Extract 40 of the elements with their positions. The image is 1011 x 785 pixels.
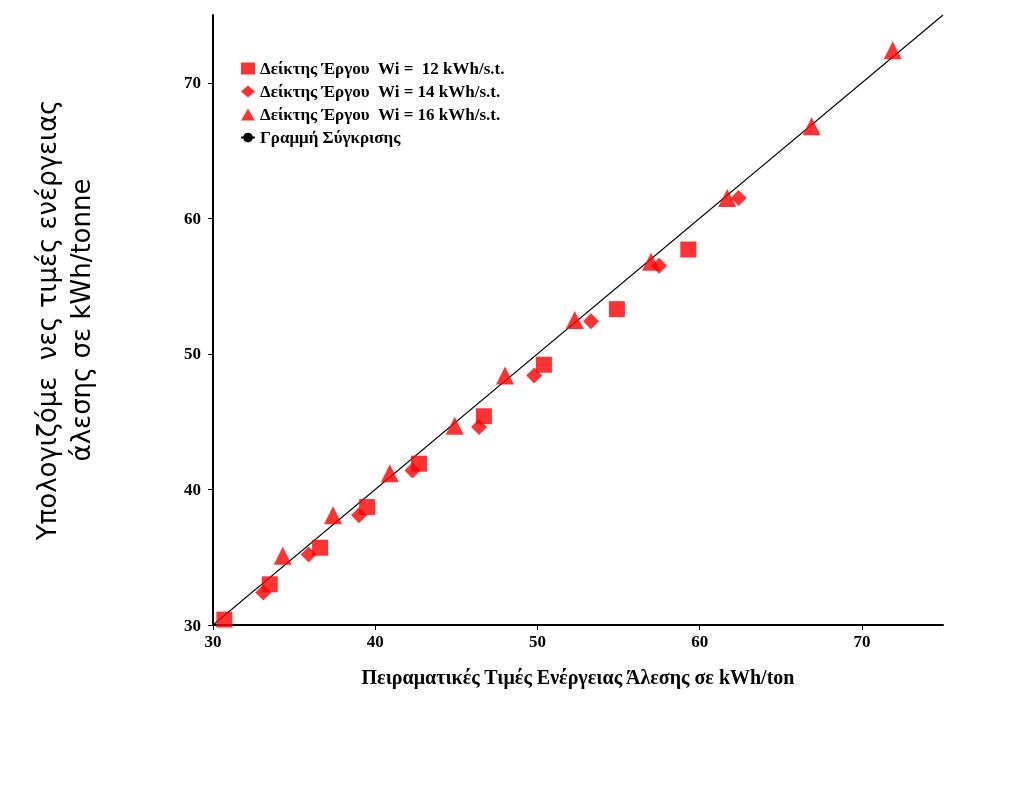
point xyxy=(216,611,233,628)
y-tick-label: 40 xyxy=(184,479,201,499)
point xyxy=(300,546,317,563)
legend-label: Δείκτης Έργου Wi = 14 kWh/s.t. xyxy=(260,82,501,101)
point xyxy=(730,190,747,206)
point xyxy=(680,241,697,258)
point xyxy=(642,252,660,271)
point xyxy=(802,117,821,136)
point xyxy=(404,462,421,479)
y-tick-label: 50 xyxy=(184,344,201,364)
point xyxy=(565,311,584,329)
point xyxy=(312,539,329,556)
x-tick-label: 30 xyxy=(204,632,222,651)
point xyxy=(883,41,902,60)
point xyxy=(445,416,464,435)
point xyxy=(380,464,399,483)
point xyxy=(526,367,543,384)
x-tick-label: 60 xyxy=(691,632,709,651)
y-tick-label: 30 xyxy=(184,615,201,635)
x-axis-title: Πειραματικές Τιμές Ενέργειας Άλεσης σε kWh/ton xyxy=(361,666,795,689)
x-tick-label: 40 xyxy=(366,632,384,651)
x-tick-label: 70 xyxy=(853,632,871,651)
point xyxy=(324,506,343,525)
point xyxy=(608,301,625,318)
y-axis-title: Υπολογιζόμε νες τιμές ενέργειας άλεσης σε kWh/tonne xyxy=(32,99,96,542)
point xyxy=(496,366,514,385)
point xyxy=(475,408,492,425)
point xyxy=(351,507,367,524)
point xyxy=(535,356,552,373)
point xyxy=(471,419,488,436)
legend-label: Γραμμή Σύγκρισης xyxy=(260,128,402,147)
point xyxy=(255,584,272,601)
point xyxy=(582,313,599,330)
y-tick-label: 70 xyxy=(184,73,201,93)
legend-label: Δείκτης Έργου Wi = 12 kWh/s.t. xyxy=(260,59,505,78)
point xyxy=(273,546,292,565)
x-tick-label: 50 xyxy=(528,632,546,651)
legend-label: Δείκτης Έργου Wi = 16 kWh/s.t. xyxy=(260,105,501,124)
y-tick-label: 60 xyxy=(184,208,201,228)
point xyxy=(718,189,737,207)
